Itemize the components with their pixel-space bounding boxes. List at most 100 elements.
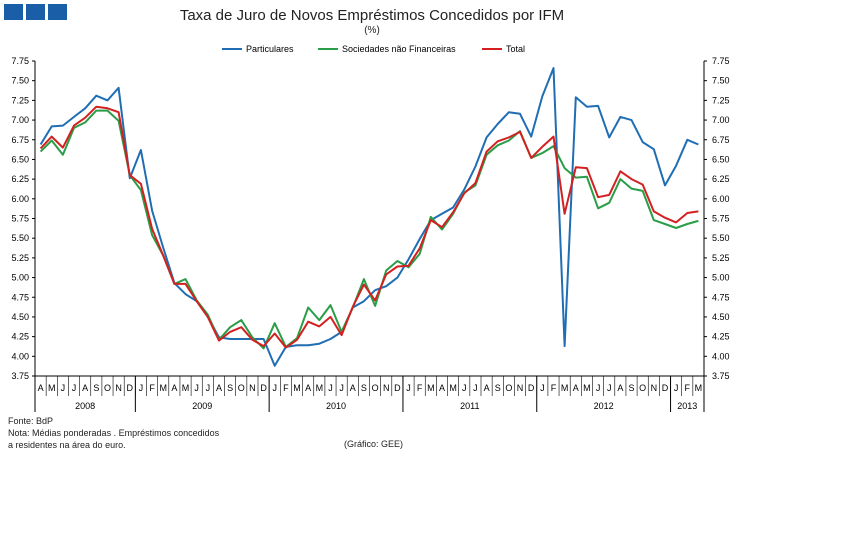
- note-line: Nota: Médias ponderadas . Empréstimos co…: [8, 428, 220, 438]
- chart-subtitle: (%): [364, 25, 380, 36]
- x-year-label: 2010: [326, 401, 346, 411]
- y-tick-label: 5.25: [11, 253, 29, 263]
- y-tick-label: 3.75: [712, 371, 730, 381]
- y-tick-label: 3.75: [11, 371, 29, 381]
- y-tick-label: 6.25: [712, 174, 730, 184]
- source-note: Fonte: BdP: [8, 416, 54, 426]
- y-tick-label: 5.75: [11, 214, 29, 224]
- x-year-label: 2012: [594, 401, 614, 411]
- x-month-label: J: [540, 383, 545, 393]
- x-month-label: F: [685, 383, 691, 393]
- y-tick-label: 6.75: [11, 135, 29, 145]
- x-month-label: J: [339, 383, 344, 393]
- x-month-label: J: [674, 383, 679, 393]
- legend-label: Total: [506, 44, 525, 54]
- x-month-label: N: [115, 383, 122, 393]
- x-month-label: A: [573, 383, 579, 393]
- legend-label: Sociedades não Financeiras: [342, 44, 456, 54]
- y-tick-label: 4.00: [11, 351, 29, 361]
- y-tick-label: 4.50: [712, 312, 730, 322]
- x-month-label: M: [182, 383, 190, 393]
- x-month-label: M: [583, 383, 591, 393]
- x-month-label: O: [104, 383, 111, 393]
- logo-block: [26, 4, 45, 20]
- x-month-label: M: [449, 383, 457, 393]
- x-month-label: J: [206, 383, 211, 393]
- series-line: [39, 67, 699, 367]
- x-month-label: N: [517, 383, 524, 393]
- x-month-label: D: [260, 383, 267, 393]
- x-month-label: J: [139, 383, 144, 393]
- x-month-label: D: [528, 383, 535, 393]
- logo-block: [48, 4, 67, 20]
- series-line: [39, 109, 699, 350]
- y-tick-label: 4.00: [712, 351, 730, 361]
- y-tick-label: 5.50: [712, 233, 730, 243]
- x-month-label: S: [629, 383, 635, 393]
- x-month-label: S: [361, 383, 367, 393]
- x-month-label: J: [328, 383, 333, 393]
- x-month-label: O: [238, 383, 245, 393]
- y-tick-label: 7.50: [712, 76, 730, 86]
- y-tick-label: 4.75: [712, 292, 730, 302]
- x-month-label: M: [316, 383, 324, 393]
- y-tick-label: 7.25: [712, 95, 730, 105]
- x-month-label: J: [72, 383, 77, 393]
- x-year-label: 2011: [460, 401, 479, 411]
- x-month-label: M: [427, 383, 435, 393]
- x-month-label: M: [561, 383, 569, 393]
- y-tick-label: 5.50: [11, 233, 29, 243]
- x-month-label: D: [127, 383, 134, 393]
- x-month-label: A: [305, 383, 311, 393]
- x-month-label: N: [249, 383, 256, 393]
- x-month-label: F: [149, 383, 155, 393]
- x-month-label: J: [194, 383, 199, 393]
- x-month-label: A: [439, 383, 445, 393]
- x-year-label: 2009: [192, 401, 212, 411]
- chart-credit: (Gráfico: GEE): [344, 439, 404, 449]
- y-tick-label: 7.75: [712, 56, 730, 66]
- y-tick-label: 7.25: [11, 95, 29, 105]
- y-tick-label: 5.25: [712, 253, 730, 263]
- y-tick-label: 6.75: [712, 135, 730, 145]
- x-year-label: 2008: [75, 401, 95, 411]
- logo: [4, 4, 67, 20]
- series-line: [39, 105, 699, 349]
- y-tick-label: 6.50: [11, 154, 29, 164]
- x-month-label: J: [272, 383, 277, 393]
- y-tick-label: 5.75: [712, 214, 730, 224]
- legend-label: Particulares: [246, 44, 294, 54]
- x-month-label: F: [551, 383, 557, 393]
- x-month-label: J: [596, 383, 601, 393]
- y-tick-label: 5.00: [712, 273, 730, 283]
- x-month-label: A: [38, 383, 44, 393]
- x-month-label: N: [651, 383, 658, 393]
- y-tick-label: 6.00: [712, 194, 730, 204]
- x-month-label: M: [159, 383, 167, 393]
- x-month-label: J: [61, 383, 66, 393]
- x-month-label: J: [607, 383, 612, 393]
- y-tick-label: 4.50: [11, 312, 29, 322]
- y-tick-label: 4.25: [11, 332, 29, 342]
- x-month-label: A: [171, 383, 177, 393]
- x-month-label: F: [283, 383, 289, 393]
- x-month-label: J: [473, 383, 478, 393]
- x-year-label: 2013: [677, 401, 697, 411]
- x-month-label: M: [293, 383, 301, 393]
- x-month-label: M: [48, 383, 56, 393]
- x-month-label: O: [639, 383, 646, 393]
- x-month-label: A: [82, 383, 88, 393]
- x-month-label: A: [484, 383, 490, 393]
- y-tick-label: 6.00: [11, 194, 29, 204]
- y-tick-label: 7.00: [712, 115, 730, 125]
- y-tick-label: 7.50: [11, 76, 29, 86]
- x-month-label: O: [372, 383, 379, 393]
- x-month-label: N: [383, 383, 390, 393]
- x-month-label: A: [350, 383, 356, 393]
- x-month-label: A: [617, 383, 623, 393]
- note-line: a residentes na área do euro.: [8, 440, 126, 450]
- y-tick-label: 5.00: [11, 273, 29, 283]
- y-tick-label: 4.25: [712, 332, 730, 342]
- x-month-label: A: [216, 383, 222, 393]
